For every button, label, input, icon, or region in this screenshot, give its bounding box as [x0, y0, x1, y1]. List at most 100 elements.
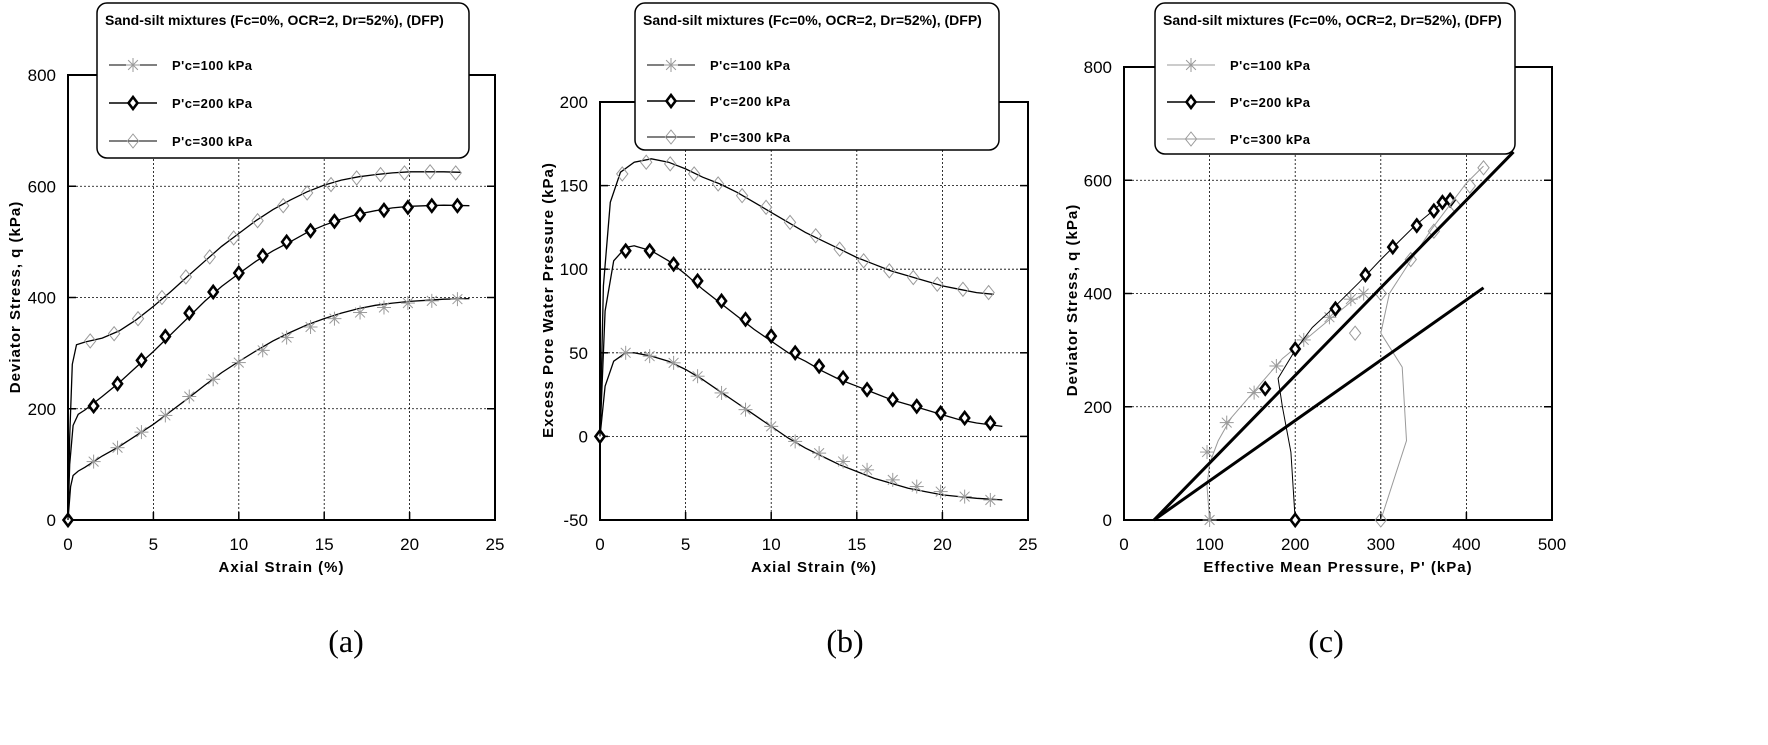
- asterisk-stroke: [354, 307, 366, 318]
- data-point: [857, 253, 870, 269]
- reference-line: [1152, 150, 1515, 522]
- data-point: [639, 154, 653, 170]
- asterisk-stroke: [1345, 293, 1357, 305]
- asterisk-stroke: [789, 436, 801, 447]
- data-point: [1343, 292, 1358, 307]
- y-tick-label: 800: [1084, 58, 1112, 77]
- data-point: [666, 355, 681, 370]
- x-tick-label: 400: [1452, 535, 1480, 554]
- data-point: [813, 358, 826, 375]
- y-tick-label: -50: [563, 511, 588, 530]
- data-point: [324, 176, 338, 193]
- data-point: [231, 355, 246, 370]
- y-tick-label: 200: [560, 93, 588, 112]
- asterisk-stroke: [861, 464, 873, 476]
- data-point: [1219, 415, 1234, 430]
- series-3: [599, 154, 995, 437]
- data-point: [183, 304, 196, 322]
- legend-box: [634, 2, 1000, 151]
- legend-label: P'c=200 kPa: [710, 94, 791, 109]
- data-point: [376, 300, 391, 315]
- series-line: [1380, 165, 1484, 521]
- y-tick-label: 200: [28, 400, 56, 419]
- x-axis-label: Axial Strain (%): [218, 559, 344, 576]
- asterisk-stroke: [911, 481, 922, 492]
- data-point: [711, 176, 725, 192]
- legend-marker: [664, 58, 678, 72]
- x-tick-label: 10: [229, 535, 248, 554]
- data-point: [759, 199, 773, 216]
- asterisk-stroke: [257, 345, 268, 356]
- data-point: [203, 249, 217, 265]
- data-point: [739, 311, 752, 328]
- y-tick-label: 0: [1103, 511, 1112, 530]
- data-point: [1410, 217, 1423, 234]
- x-tick-label: 15: [315, 535, 334, 554]
- data-point: [1356, 286, 1371, 301]
- data-point: [616, 166, 629, 182]
- data-point: [401, 199, 415, 216]
- data-point: [451, 197, 464, 214]
- data-point: [1427, 202, 1440, 219]
- data-point: [910, 398, 923, 415]
- y-tick-label: 400: [28, 289, 56, 308]
- data-point: [423, 163, 437, 180]
- legend-title: Sand-silt mixtures (Fc=0%, OCR=2, Dr=52%…: [105, 12, 444, 28]
- reference-line: [1153, 286, 1485, 522]
- x-tick-label: 500: [1538, 535, 1566, 554]
- x-tick-label: 10: [762, 535, 781, 554]
- asterisk-stroke: [402, 297, 414, 309]
- asterisk-stroke: [740, 404, 751, 415]
- data-point: [1200, 445, 1215, 460]
- asterisk-stroke: [716, 387, 727, 399]
- y-tick-label: 200: [1084, 398, 1112, 417]
- data-point: [1463, 178, 1477, 194]
- data-point: [182, 389, 197, 404]
- data-point: [179, 269, 193, 285]
- y-tick-label: 150: [560, 177, 588, 196]
- y-tick-label: 50: [569, 344, 588, 363]
- y-axis-label: Excess Pore Water Pressure (kPa): [540, 162, 557, 438]
- data-point: [303, 319, 318, 334]
- data-point: [107, 325, 121, 342]
- asterisk-stroke: [1248, 387, 1260, 398]
- data-point: [667, 256, 680, 273]
- legend-label: P'c=300 kPa: [1230, 132, 1311, 147]
- asterisk-stroke: [136, 426, 147, 438]
- data-point: [715, 292, 728, 310]
- asterisk-stroke: [692, 370, 703, 382]
- y-tick-label: 0: [47, 511, 56, 530]
- legend-label: P'c=300 kPa: [172, 134, 253, 149]
- asterisk-stroke: [1271, 360, 1282, 372]
- asterisk-stroke: [127, 59, 139, 71]
- data-point: [984, 414, 997, 432]
- x-axis-label: Effective Mean Pressure, P' (kPa): [1203, 559, 1472, 576]
- legend-label: P'c=200 kPa: [1230, 95, 1311, 110]
- data-point: [1386, 238, 1399, 256]
- data-point: [374, 166, 387, 183]
- data-point: [207, 283, 220, 301]
- data-point: [398, 165, 411, 181]
- asterisk-stroke: [184, 391, 195, 402]
- asterisk-stroke: [1324, 312, 1335, 323]
- data-point: [956, 281, 970, 298]
- data-point: [255, 343, 270, 358]
- data-point: [933, 484, 948, 499]
- series-1: [67, 292, 470, 521]
- asterisk-stroke: [1358, 288, 1369, 299]
- legend-marker: [664, 129, 678, 145]
- asterisk-stroke: [207, 374, 219, 385]
- asterisk-stroke: [668, 357, 679, 369]
- legend-title: Sand-silt mixtures (Fc=0%, OCR=2, Dr=52%…: [643, 12, 982, 28]
- asterisk-stroke: [329, 313, 340, 324]
- asterisk-stroke: [233, 357, 245, 368]
- data-point: [931, 276, 944, 293]
- data-point: [738, 402, 753, 417]
- data-point: [1247, 385, 1262, 400]
- asterisk-stroke: [452, 293, 463, 305]
- data-point: [155, 289, 169, 306]
- data-point: [232, 264, 245, 282]
- data-point: [885, 472, 900, 487]
- y-tick-label: 600: [28, 177, 56, 196]
- data-point: [907, 269, 920, 286]
